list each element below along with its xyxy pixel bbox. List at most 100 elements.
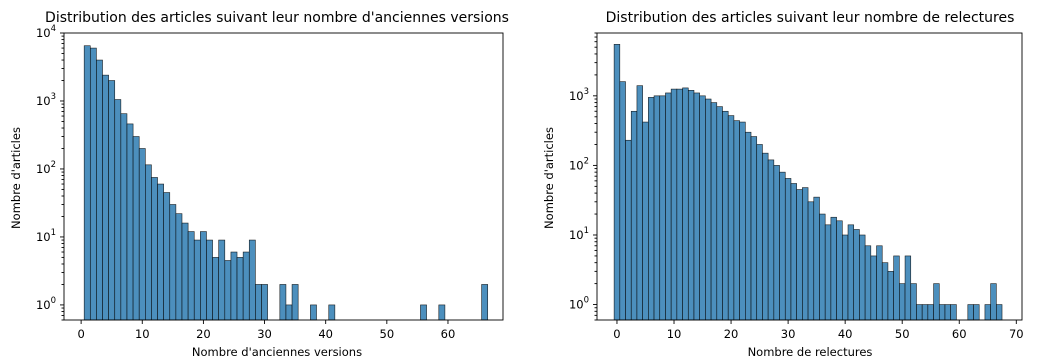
- histogram-bar-right-1: [619, 81, 626, 321]
- x-axis-label-right: Nombre de relectures: [748, 345, 873, 359]
- histogram-bar-right-63: [990, 283, 997, 321]
- histogram-bar-left-4: [108, 80, 116, 321]
- histogram-bar-left-8: [132, 136, 140, 321]
- histogram-bar-right-43: [859, 234, 866, 321]
- x-tick-label-right-60: 60: [952, 327, 967, 341]
- histogram-bar-right-39: [836, 220, 843, 321]
- histogram-bar-right-19: [722, 110, 729, 321]
- histogram-bar-right-62: [984, 304, 991, 321]
- x-tick-label-left-40: 40: [318, 327, 333, 341]
- histogram-bar-left-26: [242, 251, 250, 321]
- x-tick-label-right-0: 0: [613, 327, 620, 341]
- histogram-bar-right-13: [687, 90, 695, 321]
- y-tick-label-right-2: 102: [569, 156, 589, 172]
- x-tick-label-left-30: 30: [257, 327, 272, 341]
- histogram-bar-right-16: [705, 98, 712, 321]
- histogram-bar-left-28: [255, 284, 262, 321]
- histogram-bar-right-29: [779, 171, 786, 321]
- histogram-bar-left-25: [236, 257, 244, 321]
- histogram-bar-right-14: [693, 92, 700, 321]
- histogram-bar-right-32: [796, 189, 803, 321]
- histogram-bar-right-10: [670, 88, 678, 321]
- histogram-bar-right-48: [887, 271, 894, 321]
- histogram-bar-right-52: [910, 283, 917, 321]
- histogram-bar-right-24: [750, 136, 758, 321]
- histogram-bar-right-58: [944, 304, 951, 321]
- histogram-bar-right-9: [665, 92, 672, 321]
- histogram-bar-left-15: [175, 213, 183, 321]
- histogram-bar-right-31: [790, 183, 797, 321]
- histogram-bar-right-44: [864, 245, 872, 321]
- x-tick-label-left-50: 50: [380, 327, 395, 341]
- histogram-bar-left-13: [163, 192, 171, 321]
- chart-left: Distribution des articles suivant leur n…: [9, 10, 509, 359]
- histogram-bar-right-59: [950, 304, 957, 321]
- histogram-bar-left-3: [102, 74, 109, 321]
- histogram-bar-right-34: [807, 201, 815, 321]
- histogram-bar-right-37: [824, 224, 832, 321]
- histogram-bar-left-33: [310, 304, 317, 321]
- histogram-bar-right-22: [739, 121, 746, 321]
- plot-area-left: 0 10 20 30 40 50 60 100 101 102 103 104: [36, 24, 504, 341]
- histogram-bar-right-61: [973, 304, 980, 321]
- histogram-bar-right-40: [841, 234, 849, 321]
- y-tick-label-right-0: 100: [569, 296, 589, 312]
- histogram-bar-right-20: [727, 115, 735, 321]
- x-tick-label-left-60: 60: [441, 327, 456, 341]
- histogram-bar-left-20: [206, 239, 213, 321]
- histogram-bar-right-47: [881, 262, 889, 321]
- histogram-bar-right-8: [659, 95, 666, 321]
- histogram-bar-right-2: [625, 139, 632, 321]
- histogram-bar-right-27: [767, 159, 775, 321]
- chart-right: Distribution des articles suivant leur n…: [542, 10, 1024, 359]
- histogram-bar-left-23: [224, 260, 232, 321]
- x-tick-label-right-30: 30: [781, 327, 796, 341]
- y-tick-label-right-3: 103: [569, 87, 589, 103]
- histogram-bar-left-16: [181, 222, 189, 321]
- chart-title-right: Distribution des articles suivant leur n…: [606, 10, 1015, 26]
- histogram-bar-left-30: [279, 284, 287, 321]
- histogram-bar-left-36: [438, 304, 446, 321]
- histogram-bar-left-35: [420, 304, 427, 321]
- histogram-bar-right-50: [899, 283, 906, 321]
- histogram-bar-right-49: [893, 255, 900, 321]
- histogram-bar-left-14: [169, 204, 177, 321]
- histogram-bar-left-31: [285, 304, 293, 321]
- histogram-bar-right-46: [876, 245, 883, 321]
- histogram-bar-right-38: [830, 216, 837, 321]
- plot-area-right: 0 10 20 30 40 50 60 70 100 101 102 103: [569, 32, 1024, 341]
- histogram-bar-right-60: [967, 304, 974, 321]
- axes-frame-left: [63, 32, 504, 321]
- x-tick-label-right-20: 20: [724, 327, 739, 341]
- histogram-bar-left-19: [200, 231, 207, 321]
- histogram-bar-right-23: [745, 131, 752, 321]
- y-tick-label-left-2: 102: [36, 160, 56, 176]
- histogram-bar-right-41: [847, 224, 855, 321]
- x-tick-label-left-20: 20: [196, 327, 211, 341]
- histogram-bar-right-57: [938, 304, 946, 321]
- y-tick-label-left-4: 104: [36, 24, 56, 40]
- x-tick-label-left-0: 0: [77, 327, 84, 341]
- histogram-bar-right-26: [762, 152, 769, 321]
- histogram-bar-right-64: [996, 304, 1003, 321]
- histogram-bar-left-29: [261, 284, 268, 321]
- histogram-bar-left-37: [481, 284, 489, 321]
- x-tick-label-left-10: 10: [135, 327, 150, 341]
- histogram-bar-right-12: [682, 87, 689, 321]
- histogram-bar-left-22: [218, 239, 226, 321]
- histogram-bar-left-7: [126, 123, 134, 321]
- histogram-bar-left-12: [157, 183, 164, 321]
- histogram-bar-left-9: [138, 148, 146, 321]
- histogram-bar-right-17: [710, 102, 718, 321]
- x-tick-label-right-50: 50: [895, 327, 910, 341]
- histogram-bar-right-45: [870, 255, 877, 321]
- histogram-bar-right-33: [802, 187, 809, 321]
- histogram-bar-left-18: [193, 239, 201, 321]
- histogram-bar-right-0: [613, 44, 621, 321]
- y-tick-label-right-1: 101: [569, 226, 589, 242]
- histogram-bar-left-34: [328, 304, 336, 321]
- histogram-bar-left-0: [83, 45, 91, 321]
- histogram-bar-right-18: [716, 106, 723, 321]
- histogram-bar-right-7: [653, 95, 661, 321]
